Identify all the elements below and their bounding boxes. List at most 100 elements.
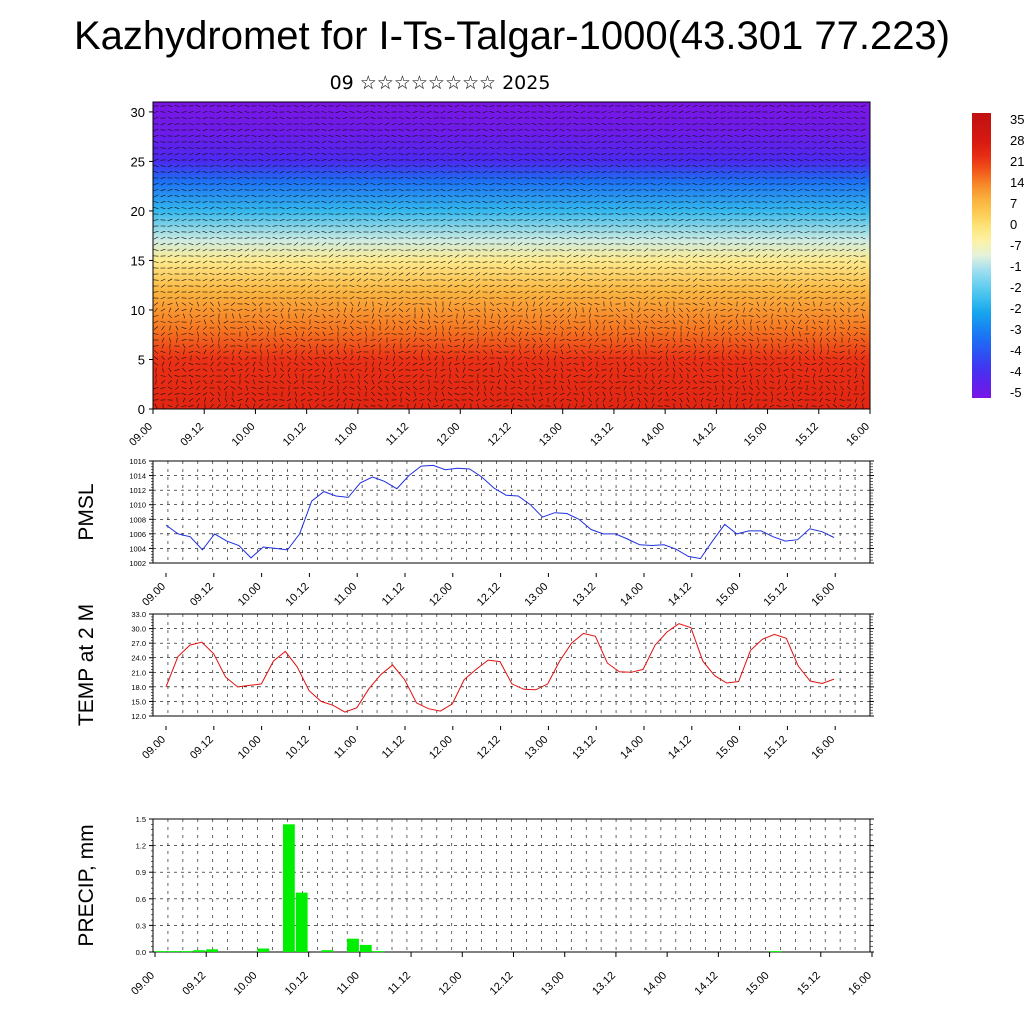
x-tick-label: 16.00 [809,581,837,609]
x-tick-label: 12.12 [486,421,514,449]
y-tick-label: 20 [131,204,145,219]
x-tick-label: 13.00 [523,581,551,609]
y-tick-label: 1002 [129,559,146,568]
x-tick-label: 16.00 [844,421,872,449]
y-tick-label: 18.0 [131,683,146,692]
precip-bar [257,948,270,952]
y-tick-label: 1.5 [136,815,146,824]
x-tick-label: 10.00 [230,421,258,449]
x-tick-label: 11.00 [333,421,360,448]
y-tick-label: 15 [131,253,145,268]
wind-vectors [153,104,866,409]
colorbar-label: -4 [1010,364,1022,379]
x-tick-label: 13.00 [523,734,551,762]
y-tick-label: 24.0 [131,654,146,663]
x-tick-label: 15.00 [714,581,742,609]
x-tick-label: 10.12 [281,421,309,449]
y-tick-label: 12.0 [131,712,146,721]
x-tick-label: 09.12 [180,970,208,998]
x-tick-label: 10.00 [236,734,264,762]
precip-bar [372,951,385,953]
y-tick-label: 25 [131,154,145,169]
x-tick-label: 14.00 [618,581,646,609]
y-tick-label: 33.0 [131,610,146,619]
chart-title: Kazhydromet for I-Ts-Talgar-1000(43.301 … [73,14,950,58]
y-tick-label: 27.0 [131,639,146,648]
cross-section-panel: 0 5 10 15 20 25 30 09.00 09.12 10.00 10.12 11.00 11.… [127,101,872,449]
x-tick-label: 16.00 [846,970,874,998]
x-tick-label: 12.00 [436,970,464,998]
chart-subtitle: 09 ☆☆☆☆☆☆☆☆ 2025 [329,72,551,94]
x-tick-label: 14.12 [666,734,694,762]
x-tick-label: 10.00 [236,581,264,609]
y-tick-label: 0.9 [136,868,146,877]
x-tick-label: 15.00 [714,734,742,762]
temp-line [165,623,835,713]
x-tick-label: 14.00 [618,734,646,762]
x-tick-label: 15.12 [795,970,823,998]
colorbar-label: -7 [1010,238,1022,253]
x-tick-label: 10.12 [284,581,312,609]
x-tick-label: 15.00 [744,970,772,998]
precip-bar [321,950,334,952]
x-tick-label: 12.12 [488,970,516,998]
x-tick-label: 13.12 [570,734,598,762]
x-tick-label: 11.12 [380,734,407,761]
y-tick-label: 1012 [129,486,146,495]
x-tick-label: 15.12 [762,581,790,609]
x-tick-label: 14.00 [639,421,667,449]
y-axis-label: TEMP at 2 M [75,604,98,726]
x-tick-label: 09.00 [129,970,157,998]
y-tick-label: 1004 [129,544,146,553]
x-tick-label: 09.12 [178,421,206,449]
temperature-field [153,102,870,409]
x-tick-label: 11.12 [386,970,413,997]
x-tick-label: 14.12 [693,970,721,998]
pmsl-line [165,464,835,560]
precip-bar [167,951,180,953]
y-tick-label: 1014 [129,472,146,481]
y-tick-label: 30.0 [131,625,146,634]
y-tick-label: 1016 [129,457,146,466]
x-tick-label: 11.00 [335,970,362,997]
x-tick-label: 13.00 [539,970,567,998]
colorbar-scale [972,113,991,398]
colorbar-label: -3 [1010,322,1022,337]
x-tick-label: 09.00 [127,421,155,449]
y-tick-label: 1008 [129,515,146,524]
x-tick-label: 09.12 [188,734,216,762]
x-tick-label: 15.00 [742,421,770,449]
y-tick-label: 0 [138,402,145,417]
y-tick-label: 0.0 [136,948,146,957]
x-tick-label: 11.12 [380,581,407,608]
colorbar-label: 21 [1010,154,1024,169]
x-tick-label: 10.00 [232,970,260,998]
y-axis-label: PMSL [75,483,98,540]
colorbar-label: 7 [1010,196,1017,211]
precip-bar [769,951,782,953]
y-tick-label: 10 [131,303,145,318]
colorbar-label: -4 [1010,343,1022,358]
y-tick-label: 0.6 [136,895,146,904]
precip-panel: 0.0 0.3 0.6 0.9 1.2 1.5 PRECIP, mm 09.00 09.12 10… [75,815,874,998]
x-tick-label: 13.12 [588,421,616,449]
x-tick-label: 11.00 [332,581,359,608]
precip-bar [359,944,372,952]
colorbar-label: -1 [1010,259,1022,274]
x-tick-label: 12.00 [427,734,455,762]
x-tick-label: 10.12 [283,970,311,998]
colorbar-label: 35 [1010,112,1024,127]
x-tick-label: 15.12 [793,421,821,449]
colorbar-label: -2 [1010,301,1022,316]
y-tick-label: 30 [131,105,145,120]
x-tick-label: 14.12 [666,581,694,609]
x-tick-label: 09.00 [140,734,168,762]
x-tick-label: 12.00 [434,421,462,449]
x-tick-label: 10.12 [284,734,312,762]
x-tick-label: 09.00 [140,581,168,609]
x-tick-label: 11.12 [384,421,411,448]
x-tick-label: 11.00 [332,734,359,761]
x-tick-label: 13.12 [590,970,618,998]
colorbar-label: 0 [1010,217,1017,232]
